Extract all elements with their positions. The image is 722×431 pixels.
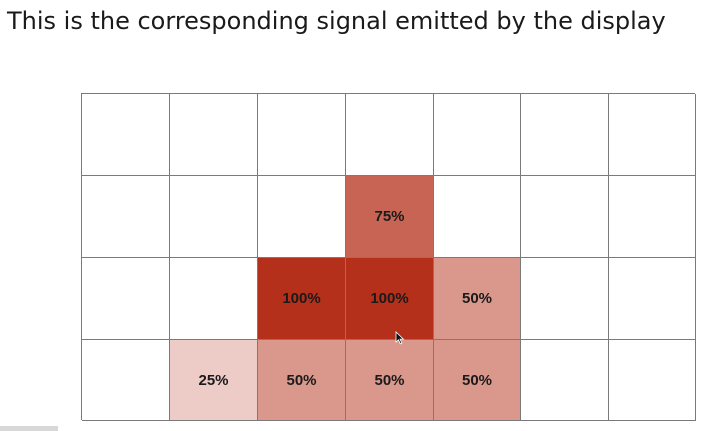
grid-cell-filled: 75% [346, 176, 434, 258]
grid-cell-filled: 50% [258, 340, 346, 421]
grid-cell-empty [170, 176, 258, 258]
grid-cell-empty [82, 176, 170, 258]
grid-cell-filled: 100% [346, 258, 434, 340]
cell-label: 100% [282, 290, 321, 307]
grid-cell-empty [434, 176, 521, 258]
grid-cell-empty [521, 176, 609, 258]
grid-cell-empty [258, 176, 346, 258]
grid-cell-empty [521, 94, 609, 176]
grid-cell-filled: 50% [346, 340, 434, 421]
grid-cell-empty [170, 94, 258, 176]
cell-label: 25% [198, 371, 229, 389]
cell-label: 50% [374, 371, 405, 389]
grid-cell-empty [609, 176, 696, 258]
grid-cell-empty [434, 94, 521, 176]
grid-cell-empty [521, 258, 609, 340]
grid-cell-filled: 100% [258, 258, 346, 340]
grid-cell-empty [82, 340, 170, 421]
grid-cell-empty [82, 94, 170, 176]
cell-label: 75% [374, 208, 405, 225]
grid-cell-empty [258, 94, 346, 176]
signal-grid: 75% 100% 100% 50% 25% 50% 50% 50% [81, 93, 696, 421]
grid-cell-empty [170, 258, 258, 340]
grid-cell-empty [521, 340, 609, 421]
cell-label: 50% [461, 290, 493, 307]
cell-label: 50% [286, 371, 317, 389]
bottom-tab [0, 426, 58, 431]
grid-cell-empty [346, 94, 434, 176]
mouse-cursor-icon [395, 331, 405, 345]
grid-cell-empty [609, 340, 696, 421]
grid-cell-filled: 50% [434, 340, 521, 421]
cell-label: 50% [461, 371, 493, 389]
grid-cell-empty [609, 94, 696, 176]
cell-label: 100% [370, 290, 409, 307]
grid-cell-filled: 50% [434, 258, 521, 340]
slide-title: This is the corresponding signal emitted… [7, 7, 666, 35]
grid-cell-filled: 25% [170, 340, 258, 421]
grid-cell-empty [82, 258, 170, 340]
grid-cell-empty [609, 258, 696, 340]
